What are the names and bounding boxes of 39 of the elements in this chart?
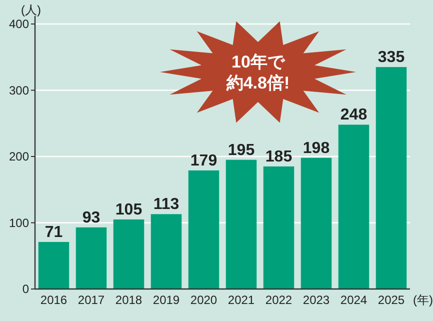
y-tick-label: 300 bbox=[8, 83, 30, 98]
x-tick-label: 2022 bbox=[265, 293, 292, 307]
x-tick-label: 2019 bbox=[152, 293, 180, 307]
x-axis-title: (年) bbox=[413, 293, 433, 307]
bar bbox=[263, 166, 294, 289]
data-label: 248 bbox=[340, 106, 368, 124]
bar bbox=[38, 242, 70, 289]
annotation: 約4.8倍! bbox=[225, 74, 290, 92]
x-tick-label: 2023 bbox=[302, 293, 330, 307]
bar bbox=[300, 158, 332, 289]
y-tick-label: 0 bbox=[22, 282, 30, 296]
bar bbox=[76, 227, 107, 289]
bar bbox=[338, 124, 370, 289]
x-tick-label: 2021 bbox=[228, 293, 255, 307]
x-tick-label: 2016 bbox=[40, 293, 68, 307]
data-label: 71 bbox=[44, 224, 63, 241]
data-label: 185 bbox=[265, 148, 292, 166]
x-tick-label: 2025 bbox=[378, 293, 405, 307]
x-tick-label: 2020 bbox=[190, 293, 218, 307]
x-tick-label: 2017 bbox=[78, 293, 105, 307]
data-label: 179 bbox=[190, 152, 218, 170]
y-tick-label: 200 bbox=[8, 150, 30, 164]
bar bbox=[376, 67, 407, 289]
y-tick-label: 400 bbox=[8, 17, 30, 31]
x-tick-label: 2018 bbox=[115, 293, 142, 307]
bar bbox=[226, 160, 257, 289]
data-label: 105 bbox=[115, 201, 142, 218]
data-label: 113 bbox=[153, 196, 180, 214]
y-axis-title: (人) bbox=[21, 3, 41, 17]
y-tick-label: 100 bbox=[8, 216, 30, 230]
bar bbox=[150, 214, 182, 289]
data-label: 195 bbox=[228, 142, 255, 159]
data-label: 335 bbox=[378, 49, 405, 66]
data-label: 198 bbox=[302, 140, 330, 157]
data-label: 93 bbox=[82, 209, 100, 226]
bar bbox=[188, 170, 220, 289]
annotation: 10年で bbox=[232, 52, 286, 72]
bar bbox=[113, 219, 144, 289]
x-tick-label: 2024 bbox=[340, 293, 368, 307]
